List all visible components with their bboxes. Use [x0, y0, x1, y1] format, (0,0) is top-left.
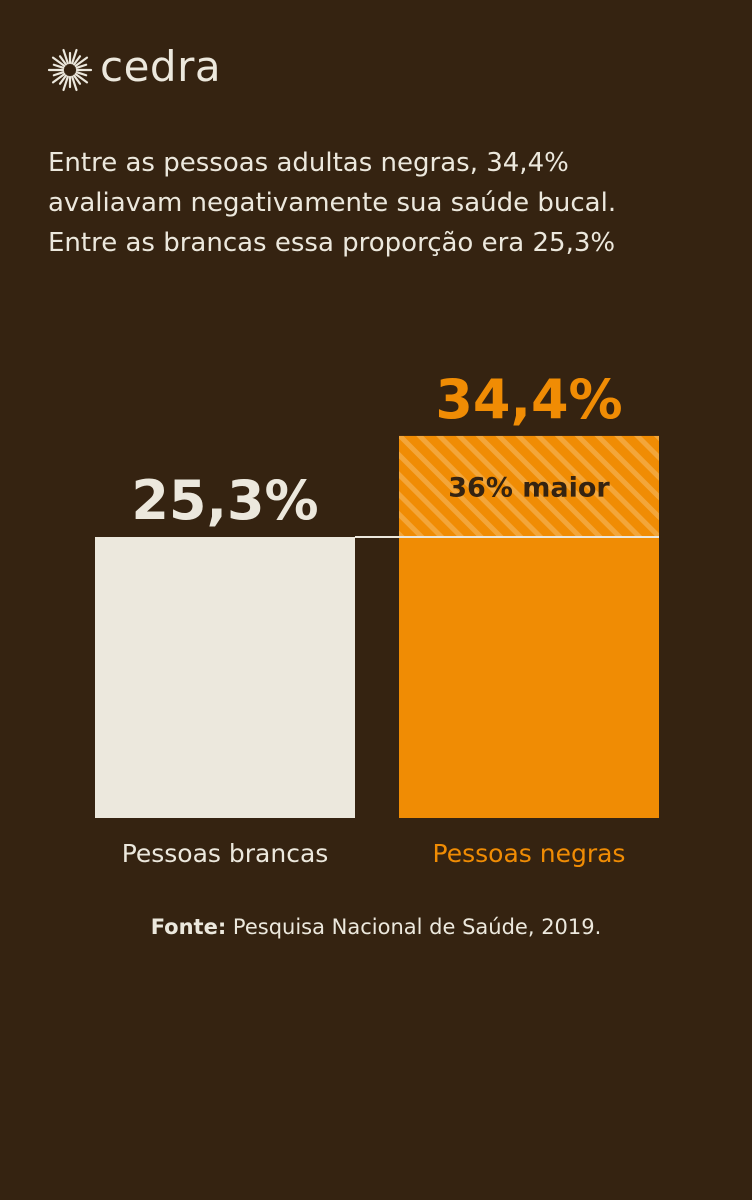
- headline-line-1: Entre as pessoas adultas negras, 34,4%: [48, 148, 569, 178]
- source-text: Pesquisa Nacional de Saúde, 2019.: [226, 915, 602, 939]
- bar-pessoas-negras: [399, 537, 659, 818]
- value-label-pessoas-brancas: 25,3%: [131, 469, 318, 532]
- category-label-pessoas-negras: Pessoas negras: [433, 839, 626, 868]
- headline-line-2: avaliavam negativamente sua saúde bucal.: [48, 188, 617, 218]
- headline: Entre as pessoas adultas negras, 34,4% a…: [48, 143, 728, 263]
- bar-excess-pessoas-negras: [399, 435, 659, 537]
- source-note: Fonte: Pesquisa Nacional de Saúde, 2019.: [0, 912, 752, 942]
- category-label-pessoas-brancas: Pessoas brancas: [122, 839, 329, 868]
- value-label-pessoas-negras: 34,4%: [435, 368, 622, 431]
- headline-line-3: Entre as brancas essa proporção era 25,3…: [48, 228, 616, 258]
- brand-logo: cedra: [46, 42, 222, 96]
- bar-pessoas-brancas: [95, 537, 355, 818]
- source-label: Fonte:: [150, 915, 227, 939]
- difference-label: 36% maior: [448, 472, 610, 503]
- brand-name: cedra: [100, 42, 222, 91]
- sun-burst-icon: [47, 48, 93, 92]
